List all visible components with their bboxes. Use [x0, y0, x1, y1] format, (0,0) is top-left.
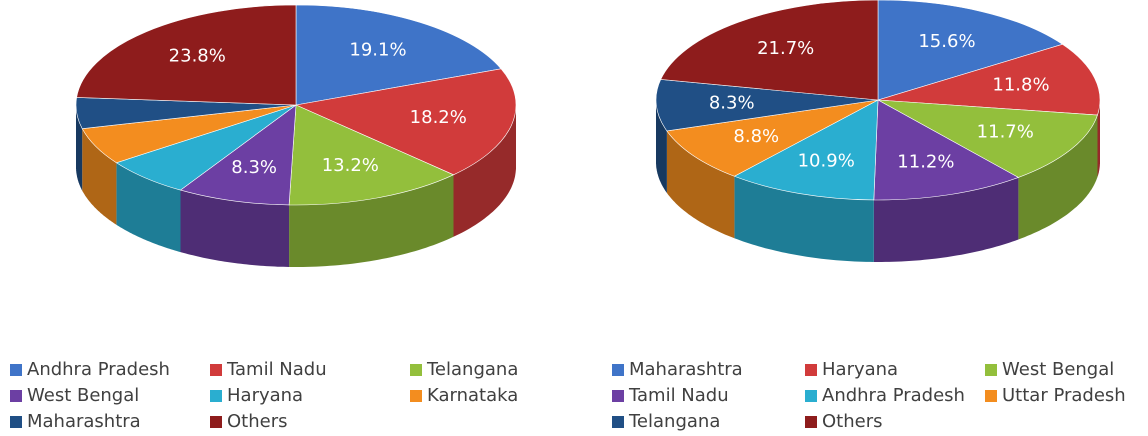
legend-label: Andhra Pradesh [27, 359, 170, 380]
slice-side [873, 177, 1019, 262]
legend-swatch [612, 416, 624, 428]
legend-label: Haryana [227, 385, 303, 406]
data-label: 15.6% [918, 31, 975, 52]
slice [76, 4, 297, 106]
legend-swatch [210, 364, 222, 376]
legend-label: Telangana [628, 411, 720, 432]
slice [288, 104, 455, 206]
legend-swatch [410, 390, 422, 402]
slice-side [180, 190, 290, 267]
slice-side [1018, 115, 1098, 240]
legend-swatch [985, 364, 997, 376]
legend-swatch [805, 416, 817, 428]
slice [660, 0, 879, 101]
data-label: 13.2% [322, 155, 379, 176]
legend-label: Tamil Nadu [226, 359, 327, 380]
legend-label: West Bengal [27, 385, 139, 406]
slice [179, 104, 297, 206]
slice [877, 99, 1098, 178]
data-label: 21.7% [757, 38, 814, 59]
legend-swatch [10, 364, 22, 376]
slice [873, 99, 1020, 201]
legend-label: Tamil Nadu [628, 385, 729, 406]
legend-swatch [210, 390, 222, 402]
legend-label: Maharashtra [629, 359, 743, 380]
pie: 15.6% 11.8% 11.7% 11.2% 10.9% 8.8% 8.3% 21.7% [655, 0, 1101, 262]
slice-side [76, 105, 83, 191]
pie: 19.1% 18.2% 13.2% 8.3% 23.8% [75, 4, 517, 267]
legend-label: Haryana [822, 359, 898, 380]
legend-swatch [612, 364, 624, 376]
legend-label: Maharashtra [27, 411, 141, 432]
slice [655, 79, 879, 132]
slice [877, 0, 1064, 101]
slice-side [82, 128, 117, 225]
legend-label: Others [822, 411, 883, 432]
legend-label: Uttar Pradesh [1002, 385, 1126, 406]
legend-label: Andhra Pradesh [822, 385, 965, 406]
slice [294, 68, 517, 176]
legend-label: Karnataka [427, 385, 518, 406]
data-label: 8.3% [231, 157, 277, 178]
legend-swatch [410, 364, 422, 376]
data-label: 11.2% [897, 151, 954, 172]
slice [733, 99, 879, 201]
legend-swatch [805, 364, 817, 376]
slice-side [666, 130, 735, 239]
legend-label: Telangana [426, 359, 518, 380]
slice-side [116, 162, 181, 253]
slice-side [289, 174, 454, 267]
slice-side [656, 100, 667, 193]
data-label: 8.3% [709, 93, 755, 114]
data-label: 19.1% [349, 40, 406, 61]
data-label: 11.7% [977, 122, 1034, 143]
legend-swatch [612, 390, 624, 402]
slice-side [734, 176, 874, 262]
legend-label: Others [227, 411, 288, 432]
slice-side [1097, 100, 1100, 177]
legend-label: West Bengal [1002, 359, 1114, 380]
legend-swatch [10, 390, 22, 402]
slice [877, 43, 1101, 116]
data-label: 10.9% [798, 151, 855, 172]
legend-swatch [210, 416, 222, 428]
data-label: 23.8% [169, 46, 226, 67]
slice [666, 99, 879, 177]
data-label: 18.2% [410, 107, 467, 128]
legend-swatch [985, 390, 997, 402]
legend-swatch [10, 416, 22, 428]
data-label: 8.8% [733, 126, 779, 147]
slice [295, 4, 502, 106]
legend-swatch [805, 390, 817, 402]
slice-side [453, 105, 516, 237]
data-label: 11.8% [992, 75, 1049, 96]
